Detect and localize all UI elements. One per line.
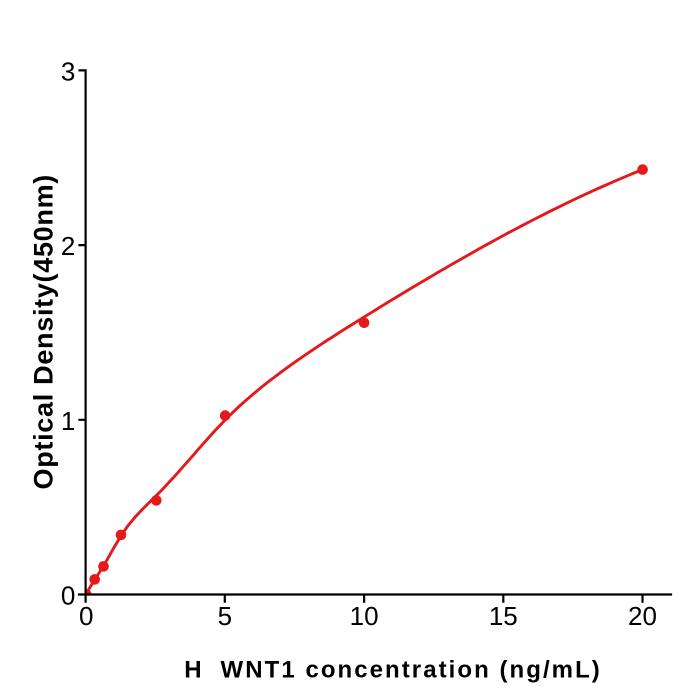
svg-text:2: 2 <box>61 231 75 261</box>
svg-text:0: 0 <box>61 581 75 611</box>
svg-text:15: 15 <box>489 601 518 631</box>
svg-text:3: 3 <box>61 56 75 86</box>
svg-text:1: 1 <box>61 406 75 436</box>
svg-text:20: 20 <box>628 601 657 631</box>
svg-text:0: 0 <box>79 601 93 631</box>
svg-text:5: 5 <box>218 601 232 631</box>
svg-text:Optical Density(450nm): Optical Density(450nm) <box>29 174 59 490</box>
svg-text:10: 10 <box>350 601 379 631</box>
